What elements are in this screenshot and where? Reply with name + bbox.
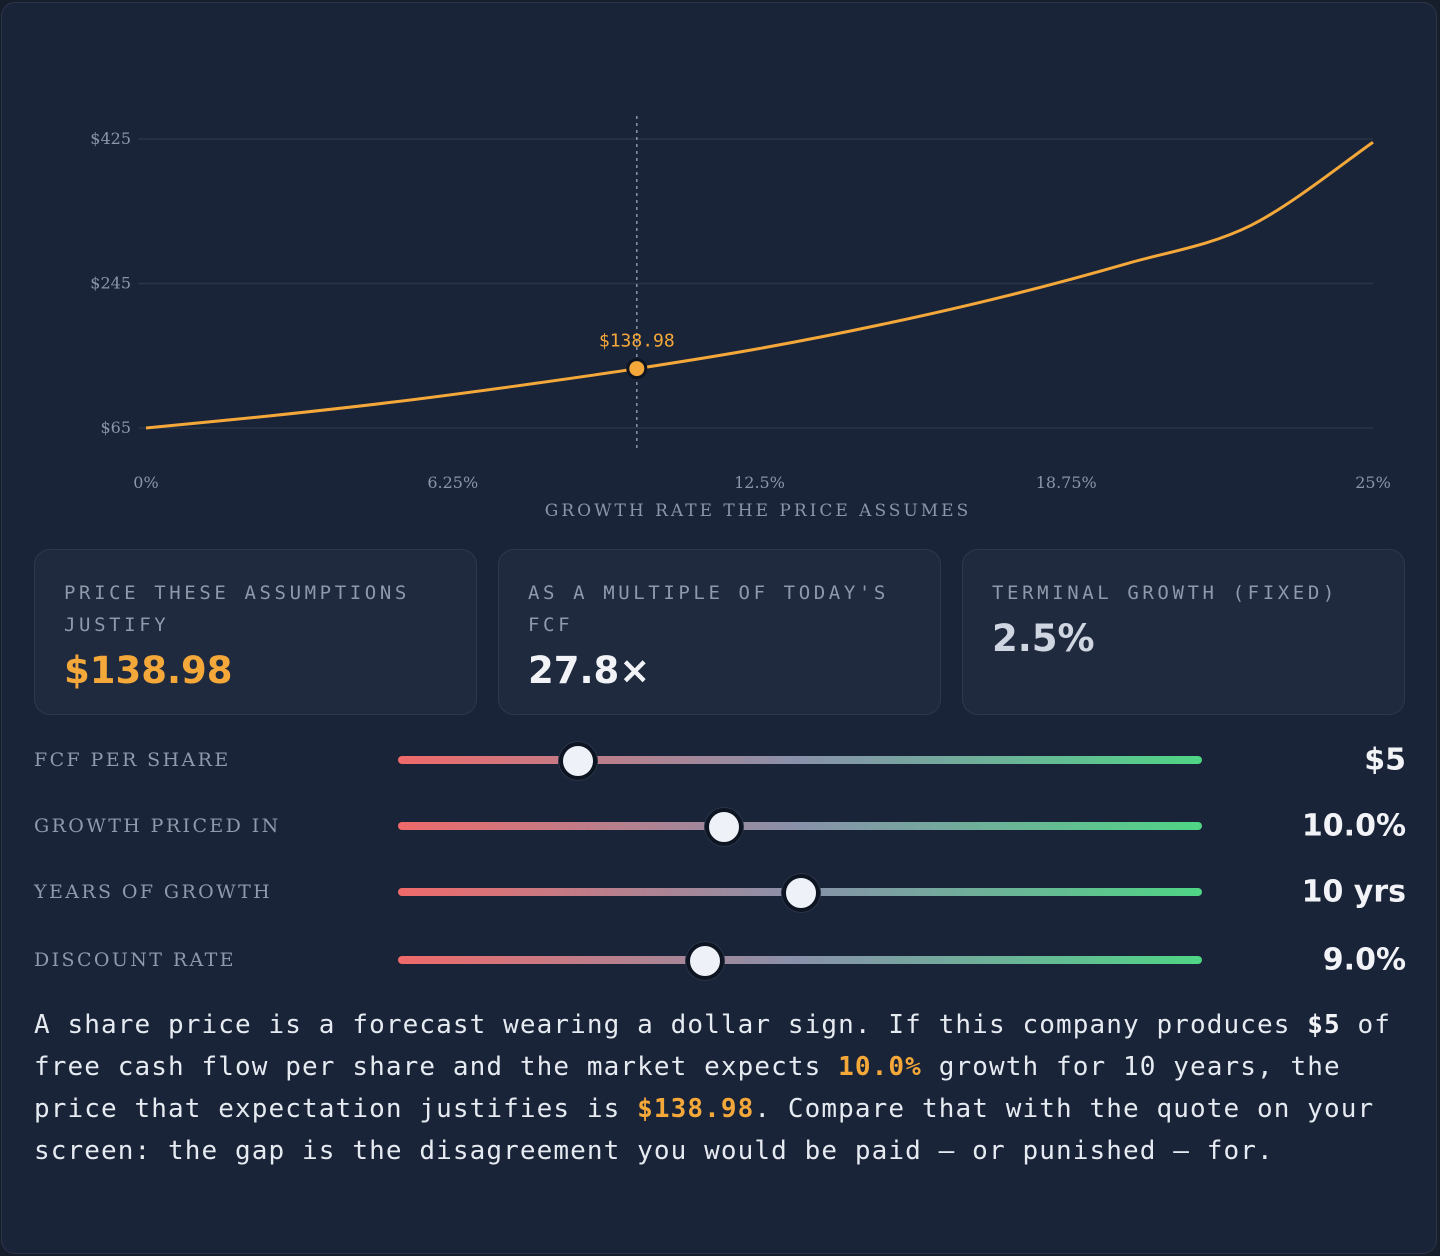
- stat-value: $138.98: [64, 649, 233, 692]
- stat-label: PRICE THESE ASSUMPTIONS JUSTIFY: [64, 582, 410, 636]
- y-tick-label: $245: [90, 274, 131, 293]
- narrative-price: $138.98: [637, 1094, 755, 1124]
- y-tick-label: $65: [100, 418, 131, 437]
- marker-point[interactable]: [626, 358, 648, 380]
- stat-fcf-multiple: AS A MULTIPLE OF TODAY'S FCF 27.8×: [498, 549, 941, 715]
- slider-thumb[interactable]: [686, 942, 725, 980]
- x-axis-title: GROWTH RATE THE PRICE ASSUMES: [545, 501, 971, 521]
- narrative-text: A share price is a forecast wearing a do…: [34, 1010, 1308, 1040]
- narrative-growth: 10.0%: [838, 1052, 922, 1082]
- narrative-text: growth for 10 years, the price that expe…: [34, 1052, 1341, 1124]
- slider-value: 10.0%: [1301, 808, 1406, 844]
- slider-track[interactable]: [398, 942, 1202, 980]
- growth-price-chart: $425 $245 $65 0% 6.25% 12.5% 18.75% 25% $138.9…: [90, 116, 1391, 521]
- slider-fcf-per-share: FCF PER SHARE $5: [34, 740, 1406, 780]
- slider-label: GROWTH PRICED IN: [34, 815, 281, 837]
- stat-terminal-growth: TERMINAL GROWTH (FIXED) 2.5%: [962, 549, 1405, 715]
- stat-justified-price: PRICE THESE ASSUMPTIONS JUSTIFY $138.98: [34, 549, 477, 715]
- slider-label: FCF PER SHARE: [34, 749, 231, 771]
- slider-years-of-growth: YEARS OF GROWTH 10 yrs: [34, 872, 1406, 912]
- x-tick-label: 18.75%: [1036, 473, 1097, 492]
- stat-label: AS A MULTIPLE OF TODAY'S FCF: [528, 582, 889, 636]
- series-line: [145, 140, 1374, 430]
- slider-thumb[interactable]: [704, 808, 743, 846]
- marker-label: $138.98: [599, 331, 675, 352]
- y-tick-label: $425: [90, 129, 131, 148]
- slider-growth-priced-in: GROWTH PRICED IN 10.0%: [34, 806, 1406, 846]
- slider-thumb[interactable]: [782, 874, 820, 912]
- narrative-text: . Compare that with the quote on your sc…: [34, 1094, 1375, 1166]
- slider-value: 9.0%: [1322, 942, 1406, 978]
- x-tick-label: 25%: [1355, 473, 1391, 492]
- slider-thumb[interactable]: [559, 742, 598, 780]
- stat-label: TERMINAL GROWTH (FIXED): [992, 582, 1338, 604]
- x-tick-label: 6.25%: [427, 473, 478, 492]
- slider-track[interactable]: [398, 808, 1202, 846]
- slider-label: DISCOUNT RATE: [34, 949, 236, 971]
- slider-label: YEARS OF GROWTH: [34, 881, 273, 903]
- x-tick-label: 0%: [133, 473, 158, 492]
- stat-value: 27.8×: [528, 649, 651, 692]
- slider-track[interactable]: [398, 742, 1202, 780]
- narrative-text: of free cash flow per share and the mark…: [34, 1010, 1392, 1082]
- slider-discount-rate: DISCOUNT RATE 9.0%: [34, 940, 1406, 980]
- narrative-fcf: $5: [1307, 1010, 1341, 1040]
- slider-value: $5: [1364, 742, 1406, 778]
- x-tick-label: 12.5%: [734, 473, 785, 492]
- stat-value: 2.5%: [992, 617, 1095, 660]
- slider-track[interactable]: [398, 874, 1202, 912]
- slider-value: 10 yrs: [1301, 874, 1406, 910]
- narrative-paragraph: A share price is a forecast wearing a do…: [34, 1004, 1414, 1172]
